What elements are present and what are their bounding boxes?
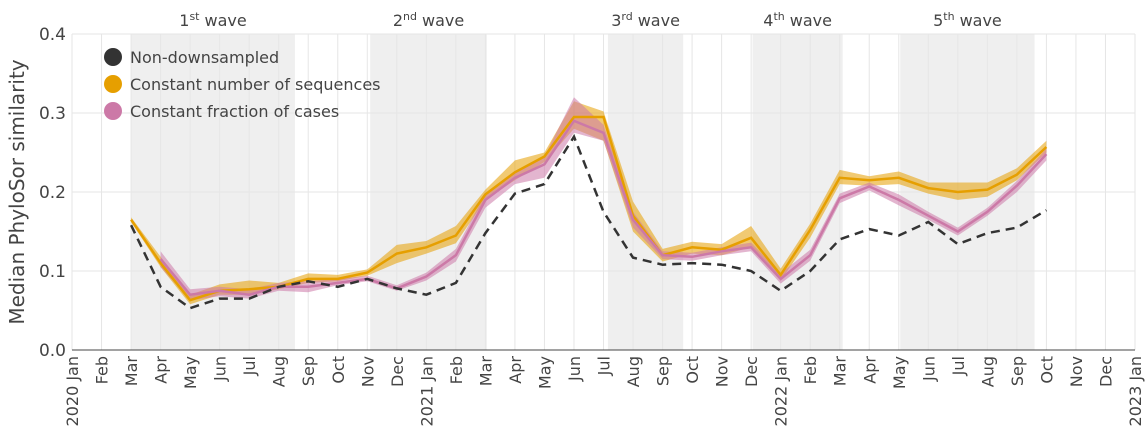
- legend-marker: [104, 48, 122, 66]
- wave-suffix: th: [773, 10, 784, 23]
- wave-number: 4: [763, 11, 773, 30]
- legend-label: Constant fraction of cases: [130, 102, 339, 121]
- wave-label: 4th wave: [763, 10, 832, 30]
- x-tick-label: Feb: [93, 356, 112, 384]
- x-tick-label: Dec: [742, 356, 761, 387]
- x-tick-label: Dec: [388, 356, 407, 387]
- x-tick-label: Oct: [329, 356, 348, 384]
- x-tick-label: Jun: [211, 356, 230, 382]
- x-tick-label: Mar: [831, 356, 850, 387]
- x-tick-label: Apr: [860, 356, 879, 384]
- x-tick-label: Jul: [240, 356, 259, 376]
- x-tick-label: 2021 Jan: [417, 356, 436, 426]
- wave-suffix: st: [189, 10, 200, 23]
- x-tick-label: Sep: [299, 356, 318, 386]
- x-tick-label: Oct: [1037, 356, 1056, 384]
- wave-number: 1: [179, 11, 189, 30]
- x-tick-label: Oct: [683, 356, 702, 384]
- legend-marker: [104, 75, 122, 93]
- x-tick-label: Aug: [978, 356, 997, 387]
- series-line: [159, 119, 1048, 297]
- wave-text: wave: [960, 11, 1002, 30]
- wave-text: wave: [422, 11, 464, 30]
- y-tick-label: 0.0: [39, 341, 66, 361]
- x-tick-label: Sep: [1008, 356, 1027, 386]
- wave-label: 1st wave: [179, 10, 246, 30]
- y-tick-label: 0.2: [39, 183, 66, 203]
- x-tick-label: 2022 Jan: [772, 356, 791, 426]
- x-tick-label: Mar: [476, 356, 495, 387]
- x-tick-label: Feb: [447, 356, 466, 384]
- x-tick-label: Aug: [270, 356, 289, 387]
- y-axis-label: Median PhyloSor similarity: [5, 59, 29, 324]
- wave-label: 5th wave: [933, 10, 1002, 30]
- wave-suffix: nd: [403, 10, 417, 23]
- series-line: [129, 133, 1048, 310]
- wave-label: 2nd wave: [393, 10, 464, 30]
- wave-number: 3: [611, 11, 621, 30]
- x-tick-label: Nov: [1067, 356, 1086, 387]
- legend-label: Non-downsampled: [130, 48, 279, 67]
- x-tick-label: 2023 Jan: [1126, 356, 1145, 426]
- wave-number: 2: [393, 11, 403, 30]
- wave-number: 5: [933, 11, 943, 30]
- wave-suffix: rd: [621, 10, 632, 23]
- x-tick-label: Mar: [122, 356, 141, 387]
- legend-label: Constant number of sequences: [130, 75, 381, 94]
- wave-label: 3rd wave: [611, 10, 680, 30]
- x-tick-label: Apr: [506, 356, 525, 384]
- wave-suffix: th: [943, 10, 954, 23]
- x-tick-label: Dec: [1096, 356, 1115, 387]
- x-tick-label: Nov: [713, 356, 732, 387]
- x-tick-label: Jul: [949, 356, 968, 376]
- x-tick-label: May: [890, 356, 909, 389]
- x-tick-label: 2020 Jan: [63, 356, 82, 426]
- x-tick-label: Aug: [624, 356, 643, 387]
- wave-text: wave: [638, 11, 680, 30]
- y-tick-label: 0.1: [39, 262, 66, 282]
- x-tick-label: Jun: [565, 356, 584, 382]
- x-tick-label: Nov: [358, 356, 377, 387]
- wave-text: wave: [205, 11, 247, 30]
- wave-text: wave: [790, 11, 832, 30]
- confidence-band: [160, 97, 1047, 301]
- x-tick-label: Jun: [919, 356, 938, 382]
- y-tick-label: 0.4: [39, 25, 66, 45]
- y-tick-label: 0.3: [39, 104, 66, 124]
- x-tick-label: Apr: [152, 356, 171, 384]
- x-tick-label: Sep: [654, 356, 673, 386]
- x-tick-label: Feb: [801, 356, 820, 384]
- x-tick-label: May: [535, 356, 554, 389]
- x-tick-label: Jul: [595, 356, 614, 376]
- legend-marker: [104, 102, 122, 120]
- x-tick-label: May: [181, 356, 200, 389]
